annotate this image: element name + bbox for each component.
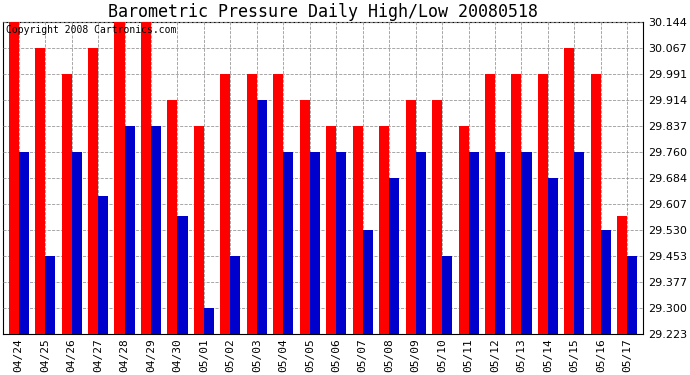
Bar bbox=[19, 152, 29, 334]
Bar bbox=[124, 126, 135, 334]
Bar bbox=[363, 230, 373, 334]
Bar bbox=[61, 74, 72, 334]
Bar bbox=[220, 74, 230, 334]
Bar bbox=[432, 100, 442, 334]
Bar bbox=[115, 22, 124, 334]
Bar bbox=[8, 22, 19, 334]
Bar bbox=[98, 196, 108, 334]
Bar bbox=[299, 100, 310, 334]
Bar bbox=[495, 152, 505, 334]
Bar bbox=[469, 152, 479, 334]
Bar bbox=[35, 48, 45, 334]
Bar bbox=[151, 126, 161, 334]
Bar bbox=[72, 152, 81, 334]
Bar bbox=[485, 74, 495, 334]
Bar bbox=[168, 100, 177, 334]
Text: Copyright 2008 Cartronics.com: Copyright 2008 Cartronics.com bbox=[6, 26, 177, 36]
Bar bbox=[284, 152, 293, 334]
Bar bbox=[522, 152, 531, 334]
Bar bbox=[257, 100, 267, 334]
Bar bbox=[575, 152, 584, 334]
Bar bbox=[627, 256, 638, 334]
Bar bbox=[177, 216, 188, 334]
Bar bbox=[564, 48, 575, 334]
Bar bbox=[538, 74, 548, 334]
Bar bbox=[389, 178, 400, 334]
Bar bbox=[88, 48, 98, 334]
Bar bbox=[459, 126, 469, 334]
Bar bbox=[442, 256, 452, 334]
Bar bbox=[336, 152, 346, 334]
Bar bbox=[353, 126, 363, 334]
Bar bbox=[247, 74, 257, 334]
Bar bbox=[591, 74, 601, 334]
Title: Barometric Pressure Daily High/Low 20080518: Barometric Pressure Daily High/Low 20080… bbox=[108, 3, 538, 21]
Bar bbox=[511, 74, 522, 334]
Bar bbox=[379, 126, 389, 334]
Bar bbox=[601, 230, 611, 334]
Bar bbox=[230, 256, 240, 334]
Bar bbox=[45, 256, 55, 334]
Bar bbox=[204, 308, 214, 334]
Bar bbox=[618, 216, 627, 334]
Bar bbox=[406, 100, 415, 334]
Bar bbox=[273, 74, 284, 334]
Bar bbox=[326, 126, 336, 334]
Bar bbox=[194, 126, 204, 334]
Bar bbox=[415, 152, 426, 334]
Bar bbox=[548, 178, 558, 334]
Bar bbox=[141, 22, 151, 334]
Bar bbox=[310, 152, 320, 334]
